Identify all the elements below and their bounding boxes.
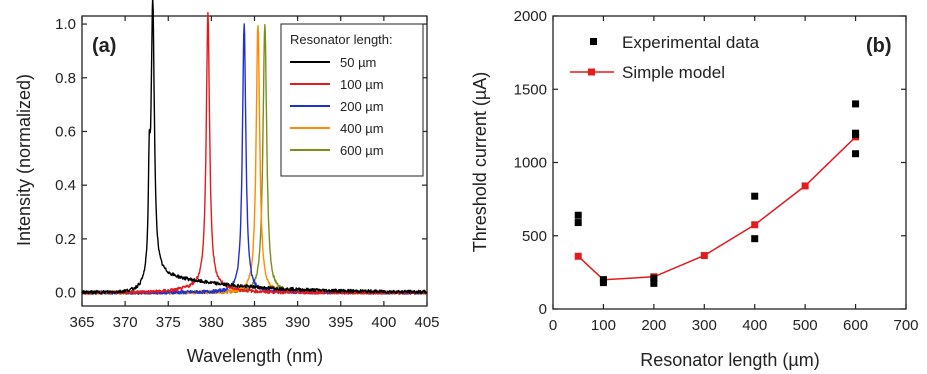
panel-a-y-tick-label: 0.0 <box>55 285 76 302</box>
panel-b-experimental-point <box>852 150 860 158</box>
panel-a-y-tick-label: 0.2 <box>55 231 76 248</box>
panel-a-y-tick-label: 0.6 <box>55 123 76 140</box>
panel-a-legend-entry: 200 µm <box>340 99 384 114</box>
panel-a-legend-items: 50 µm 100 µm 200 µm 400 µm 600 µm <box>290 55 384 158</box>
panel-b-x-tick-label: 600 <box>843 317 868 334</box>
panel-a-x-axis-label: Wavelength (nm) <box>187 346 323 366</box>
panel-a-y-tick-label: 1.0 <box>55 16 76 33</box>
panel-b-x-axis-label: Resonator length (µm) <box>640 350 819 370</box>
panel-b-y-tick-label: 0 <box>539 301 547 318</box>
panel-a-y-tick-label: 0.4 <box>55 177 76 194</box>
panel-a-series-line <box>81 12 428 295</box>
panel-b-experimental-point <box>751 192 759 200</box>
panel-b-y-tick-label: 500 <box>522 228 547 245</box>
panel-b-y-tick-label: 1000 <box>514 155 547 172</box>
panel-b-experimental-point <box>574 211 582 219</box>
panel-b-experimental-point <box>650 274 658 282</box>
panel-b-model-point <box>574 252 582 260</box>
panel-b-y-axis-label: Threshold current (µA) <box>470 72 490 252</box>
panel-b-legend-exp-label: Experimental data <box>622 33 760 52</box>
panel-a-label: (a) <box>92 35 116 57</box>
panel-a-x-ticks: 365 370 375 380 385 390 395 400 405 <box>69 16 440 331</box>
panel-b-experimental-point <box>599 279 607 287</box>
panel-a-x-tick-label: 375 <box>156 314 181 331</box>
panel-a-x-tick-label: 405 <box>414 314 439 331</box>
panel-b-x-tick-label: 700 <box>893 317 918 334</box>
panel-b-y-tick-label: 1500 <box>514 81 547 98</box>
panel-b-x-tick-label: 400 <box>742 317 767 334</box>
panel-b-x-tick-label: 300 <box>692 317 717 334</box>
panel-b-legend-model-swatch <box>588 68 595 76</box>
panel-a-curves <box>81 0 428 295</box>
panel-a-y-ticks: 0.0 0.2 0.4 0.6 0.8 1.0 <box>55 16 427 302</box>
panel-b-x-ticks: 0 100 200 300 400 500 600 700 <box>549 16 919 334</box>
panel-b-x-tick-label: 0 <box>549 317 557 334</box>
panel-b-experimental-series <box>574 100 860 287</box>
panel-b-experimental-point <box>574 219 582 227</box>
panel-b-model-point <box>801 182 809 190</box>
panel-b-threshold: 0 100 200 300 400 500 600 700 0500100015002000 … <box>470 8 919 370</box>
panel-a-x-tick-label: 370 <box>113 314 138 331</box>
panel-a-x-tick-label: 395 <box>328 314 353 331</box>
panel-a-legend-entry: 100 µm <box>340 77 384 92</box>
panel-a-y-axis-label: Intensity (normalized) <box>14 74 34 246</box>
panel-b-label: (b) <box>866 35 892 57</box>
panel-b-experimental-point <box>852 131 860 139</box>
panel-a-legend: Resonator length: 50 µm 100 µm 200 µm 400 µ… <box>280 23 424 177</box>
panel-b-model-point <box>751 221 759 229</box>
panel-b-experimental-point <box>852 100 860 108</box>
panel-b-model-point <box>700 252 708 260</box>
panel-a-y-tick-label: 0.8 <box>55 70 76 87</box>
panel-b-y-tick-label: 2000 <box>514 8 547 25</box>
panel-b-x-tick-label: 500 <box>793 317 818 334</box>
panel-b-plot-frame <box>552 15 907 310</box>
panel-b-legend-model-label: Simple model <box>622 63 725 82</box>
panel-a-x-tick-label: 380 <box>199 314 224 331</box>
panel-b-x-tick-label: 100 <box>591 317 616 334</box>
panel-a-x-tick-label: 365 <box>69 314 94 331</box>
panel-a-x-tick-label: 385 <box>242 314 267 331</box>
panel-a-legend-title: Resonator length: <box>290 32 393 47</box>
panel-b-model-series <box>574 133 860 284</box>
panel-b-experimental-point <box>751 235 759 243</box>
panel-b-legend-exp-swatch <box>590 38 597 45</box>
panel-a-x-tick-label: 400 <box>371 314 396 331</box>
panel-a-legend-entry: 600 µm <box>340 143 384 158</box>
panel-b-legend: Experimental data Simple model <box>570 33 760 82</box>
panel-b-model-line <box>577 136 857 281</box>
panel-a-legend-entry: 400 µm <box>340 121 384 136</box>
panel-a-legend-entry: 50 µm <box>340 55 376 70</box>
panel-a-series-line <box>81 0 428 295</box>
panel-b-y-ticks: 0 500 1000 1500 2000 <box>514 8 906 318</box>
panel-a-spectra: 365 370 375 380 385 390 395 400 405 0.0 0.2 0.4 0.6… <box>14 0 440 366</box>
panel-b-x-tick-label: 200 <box>641 317 666 334</box>
panel-a-x-tick-label: 390 <box>285 314 310 331</box>
panel-b-experimental-point <box>650 279 658 287</box>
